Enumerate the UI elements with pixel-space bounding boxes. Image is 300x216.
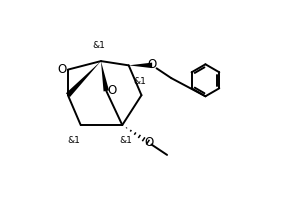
Polygon shape <box>66 61 101 97</box>
Text: &1: &1 <box>68 136 81 145</box>
Text: &1: &1 <box>119 136 132 145</box>
Text: &1: &1 <box>92 41 105 50</box>
Text: O: O <box>144 136 153 149</box>
Text: &1: &1 <box>133 77 146 86</box>
Text: O: O <box>57 63 66 76</box>
Polygon shape <box>101 61 109 91</box>
Text: O: O <box>108 84 117 97</box>
Text: O: O <box>148 58 157 71</box>
Polygon shape <box>129 63 152 68</box>
